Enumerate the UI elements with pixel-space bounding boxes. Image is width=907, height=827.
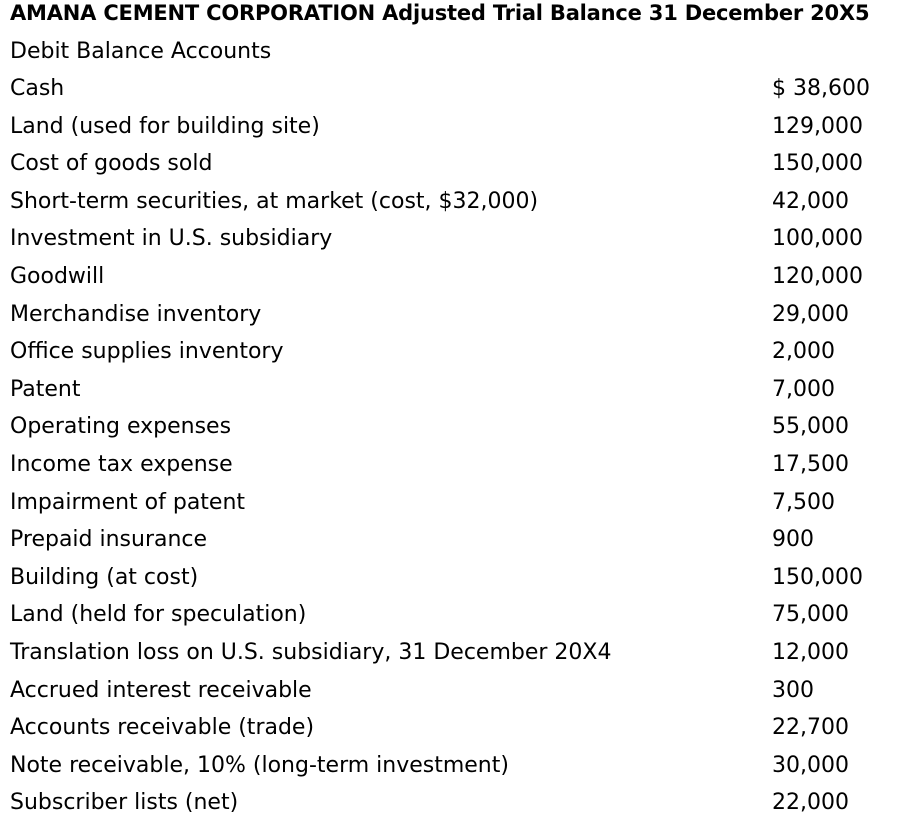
account-amount: 12,000: [772, 639, 849, 665]
account-name: Land (held for speculation): [10, 602, 307, 628]
account-row: Translation loss on U.S. subsidiary, 31 …: [10, 638, 890, 676]
account-row: Operating expenses 55,000: [10, 412, 890, 450]
account-name: Land (used for building site): [10, 113, 320, 139]
account-row: Prepaid insurance 900: [10, 525, 890, 563]
account-amount: 2,000: [772, 339, 835, 365]
account-amount: $ 38,600: [772, 76, 870, 101]
account-list: Cash $ 38,600 Land (used for building site…: [10, 74, 890, 826]
account-row: Cash $ 38,600: [10, 74, 890, 112]
account-amount: 42,000: [772, 188, 849, 214]
account-amount: 29,000: [772, 301, 849, 327]
account-name: Translation loss on U.S. subsidiary, 31 …: [10, 639, 612, 665]
account-name: Cash: [10, 76, 65, 101]
account-name: Income tax expense: [10, 451, 233, 477]
account-name: Accounts receivable (trade): [10, 715, 315, 741]
account-name: Accrued interest receivable: [10, 677, 312, 703]
account-row: Income tax expense 17,500: [10, 450, 890, 488]
account-name: Operating expenses: [10, 414, 232, 440]
section-heading: Debit Balance Accounts: [10, 39, 272, 64]
account-amount: 7,000: [772, 376, 835, 402]
account-name: Goodwill: [10, 263, 105, 289]
account-amount: 22,000: [772, 790, 849, 816]
account-amount: 55,000: [772, 414, 849, 440]
account-amount: 300: [772, 677, 814, 703]
account-row: Subscriber lists (net) 22,000: [10, 788, 890, 826]
account-amount: 150,000: [772, 151, 863, 177]
account-amount: 120,000: [772, 263, 863, 289]
account-row: Accrued interest receivable 300: [10, 676, 890, 714]
account-row: Cost of goods sold 150,000: [10, 149, 890, 187]
account-name: Investment in U.S. subsidiary: [10, 226, 333, 252]
account-row: Land (held for speculation) 75,000: [10, 600, 890, 638]
account-row: Short-term securities, at market (cost, …: [10, 187, 890, 225]
account-row: Building (at cost) 150,000: [10, 563, 890, 601]
account-name: Subscriber lists (net): [10, 790, 239, 816]
account-row: Goodwill 120,000: [10, 262, 890, 300]
account-amount: 150,000: [772, 564, 863, 590]
account-amount: 75,000: [772, 602, 849, 628]
account-amount: 900: [772, 527, 814, 553]
account-row: Note receivable, 10% (long-term investme…: [10, 751, 890, 789]
account-row: Investment in U.S. subsidiary 100,000: [10, 224, 890, 262]
account-amount: 129,000: [772, 113, 863, 139]
account-amount: 30,000: [772, 752, 849, 778]
account-amount: 22,700: [772, 715, 849, 741]
account-name: Prepaid insurance: [10, 527, 208, 553]
account-name: Note receivable, 10% (long-term investme…: [10, 752, 509, 778]
account-row: Land (used for building site) 129,000: [10, 112, 890, 150]
account-name: Building (at cost): [10, 564, 199, 590]
account-amount: 7,500: [772, 489, 835, 515]
document-title: AMANA CEMENT CORPORATION Adjusted Trial …: [10, 1, 870, 25]
account-row: Merchandise inventory 29,000: [10, 300, 890, 338]
account-name: Short-term securities, at market (cost, …: [10, 188, 539, 214]
account-name: Impairment of patent: [10, 489, 246, 515]
account-amount: 100,000: [772, 226, 863, 252]
account-name: Merchandise inventory: [10, 301, 262, 327]
account-row: Office supplies inventory 2,000: [10, 337, 890, 375]
account-row: Accounts receivable (trade) 22,700: [10, 713, 890, 751]
account-name: Office supplies inventory: [10, 339, 284, 365]
account-row: Patent 7,000: [10, 375, 890, 413]
account-amount: 17,500: [772, 451, 849, 477]
account-name: Patent: [10, 376, 81, 402]
account-name: Cost of goods sold: [10, 151, 213, 177]
account-row: Impairment of patent 7,500: [10, 488, 890, 526]
